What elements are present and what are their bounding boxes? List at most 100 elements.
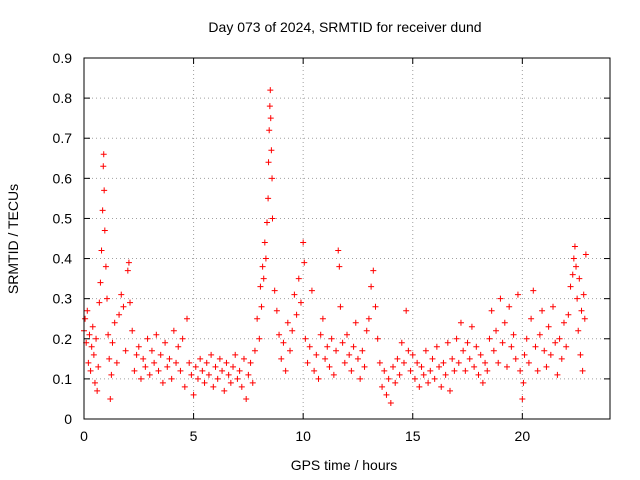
data-point	[97, 279, 104, 286]
data-point	[392, 379, 399, 386]
data-point	[525, 359, 532, 366]
data-point	[438, 383, 445, 390]
data-point	[493, 327, 500, 334]
data-point	[431, 375, 438, 382]
data-point	[350, 343, 357, 350]
data-point	[194, 375, 201, 382]
data-point	[457, 319, 464, 326]
data-point	[361, 363, 368, 370]
data-point	[490, 347, 497, 354]
data-point	[532, 343, 539, 350]
x-tick-label: 5	[190, 428, 198, 444]
data-point	[259, 263, 266, 270]
data-point	[484, 367, 491, 374]
data-point	[82, 315, 89, 322]
data-point	[473, 343, 480, 350]
data-point	[440, 359, 447, 366]
data-point	[170, 327, 177, 334]
data-point	[192, 363, 199, 370]
data-point	[142, 363, 149, 370]
data-point	[262, 255, 269, 262]
data-point	[95, 363, 102, 370]
data-point	[547, 351, 554, 358]
data-point	[107, 395, 114, 402]
data-point	[427, 367, 434, 374]
data-point	[363, 327, 370, 334]
data-point	[265, 159, 272, 166]
data-point	[565, 311, 572, 318]
data-point	[403, 307, 410, 314]
data-point	[251, 347, 258, 354]
data-point	[409, 351, 416, 358]
data-point	[497, 295, 504, 302]
data-point	[482, 359, 489, 366]
data-point	[453, 335, 460, 342]
y-tick-label: 0.1	[53, 371, 73, 387]
data-point	[261, 239, 268, 246]
data-point	[581, 315, 588, 322]
x-tick-label: 10	[295, 428, 311, 444]
data-point	[495, 359, 502, 366]
data-point	[223, 359, 230, 366]
data-point	[291, 291, 298, 298]
chart-title: Day 073 of 2024, SRMTID for receiver dun…	[208, 19, 481, 35]
data-point	[554, 371, 561, 378]
data-point	[372, 303, 379, 310]
data-point	[407, 367, 414, 374]
data-point	[273, 307, 280, 314]
data-point	[471, 363, 478, 370]
data-point	[168, 375, 175, 382]
data-point	[166, 355, 173, 362]
data-point	[429, 355, 436, 362]
data-point	[330, 371, 337, 378]
data-point	[352, 319, 359, 326]
data-point	[328, 335, 335, 342]
data-point	[102, 263, 109, 270]
data-point	[232, 351, 239, 358]
data-point	[301, 259, 308, 266]
data-point	[113, 359, 120, 366]
data-point	[466, 355, 473, 362]
data-point	[137, 375, 144, 382]
data-point	[186, 359, 193, 366]
data-point	[563, 343, 570, 350]
data-point	[346, 351, 353, 358]
grid-lines	[84, 58, 610, 419]
data-point	[297, 299, 304, 306]
data-point	[357, 375, 364, 382]
data-point	[173, 359, 180, 366]
data-point	[236, 367, 243, 374]
data-point	[520, 379, 527, 386]
x-tick-label: 0	[80, 428, 88, 444]
data-point	[479, 379, 486, 386]
data-point	[578, 307, 585, 314]
data-point	[545, 323, 552, 330]
data-point	[100, 163, 107, 170]
data-point	[324, 343, 331, 350]
data-point	[348, 367, 355, 374]
data-point	[264, 219, 271, 226]
data-point	[148, 347, 155, 354]
data-point	[308, 287, 315, 294]
data-point	[101, 187, 108, 194]
data-point	[344, 331, 350, 338]
y-axis-label: SRMTID / TECUs	[5, 184, 21, 294]
data-point	[85, 359, 92, 366]
data-point	[396, 371, 403, 378]
data-point	[311, 367, 318, 374]
data-point	[266, 127, 273, 134]
data-point	[249, 379, 256, 386]
data-point	[243, 395, 250, 402]
data-point	[175, 343, 182, 350]
data-point	[398, 339, 405, 346]
data-point	[370, 267, 377, 274]
data-point	[289, 327, 296, 334]
data-point	[91, 379, 98, 386]
data-point	[247, 359, 254, 366]
data-point	[133, 351, 140, 358]
data-point	[560, 319, 567, 326]
data-point	[337, 303, 344, 310]
data-point	[322, 355, 329, 362]
data-point	[188, 371, 195, 378]
